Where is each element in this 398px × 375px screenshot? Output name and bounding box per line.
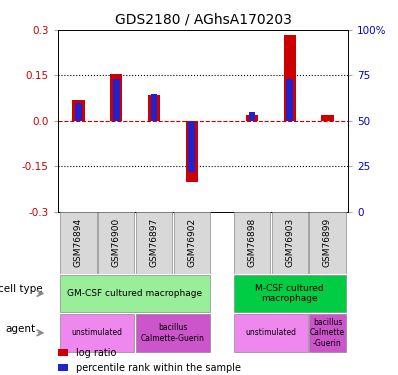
Bar	[60, 212, 97, 274]
Bar	[234, 274, 345, 312]
Text: GSM76897: GSM76897	[149, 218, 158, 267]
Text: GSM76903: GSM76903	[285, 218, 294, 267]
Text: unstimulated: unstimulated	[246, 328, 297, 338]
Bar	[309, 314, 345, 352]
Title: GDS2180 / AGhsA170203: GDS2180 / AGhsA170203	[115, 12, 291, 26]
Bar	[249, 112, 256, 121]
Bar	[113, 79, 119, 121]
Bar	[287, 79, 293, 121]
Bar	[110, 74, 122, 121]
Bar	[188, 121, 195, 172]
Bar	[72, 100, 84, 121]
Text: bacillus
Calmette
-Guerin: bacillus Calmette -Guerin	[310, 318, 345, 348]
Bar	[136, 314, 210, 352]
Text: M-CSF cultured
macrophage: M-CSF cultured macrophage	[256, 284, 324, 303]
Bar	[284, 34, 296, 121]
Text: GSM76898: GSM76898	[248, 218, 257, 267]
Text: GM-CSF cultured macrophage: GM-CSF cultured macrophage	[68, 289, 203, 298]
Text: GSM76900: GSM76900	[112, 218, 121, 267]
Bar	[272, 212, 308, 274]
Bar	[185, 121, 198, 182]
Bar	[174, 212, 210, 274]
Bar	[75, 103, 82, 121]
Bar	[148, 95, 160, 121]
Bar	[322, 115, 334, 121]
Bar	[136, 212, 172, 274]
Text: bacillus
Calmette-Guerin: bacillus Calmette-Guerin	[141, 323, 205, 342]
Bar	[150, 94, 157, 121]
Legend: log ratio, percentile rank within the sample: log ratio, percentile rank within the sa…	[55, 344, 245, 375]
Bar	[60, 314, 134, 352]
Text: GSM76894: GSM76894	[74, 218, 83, 267]
Text: GSM76902: GSM76902	[187, 218, 196, 267]
Bar	[60, 274, 210, 312]
Bar	[98, 212, 134, 274]
Bar	[234, 314, 308, 352]
Text: cell type: cell type	[0, 285, 43, 294]
Text: unstimulated: unstimulated	[72, 328, 123, 338]
Text: GSM76899: GSM76899	[323, 218, 332, 267]
Bar	[309, 212, 345, 274]
Bar	[246, 115, 258, 121]
Text: agent: agent	[5, 324, 35, 334]
Bar	[234, 212, 270, 274]
